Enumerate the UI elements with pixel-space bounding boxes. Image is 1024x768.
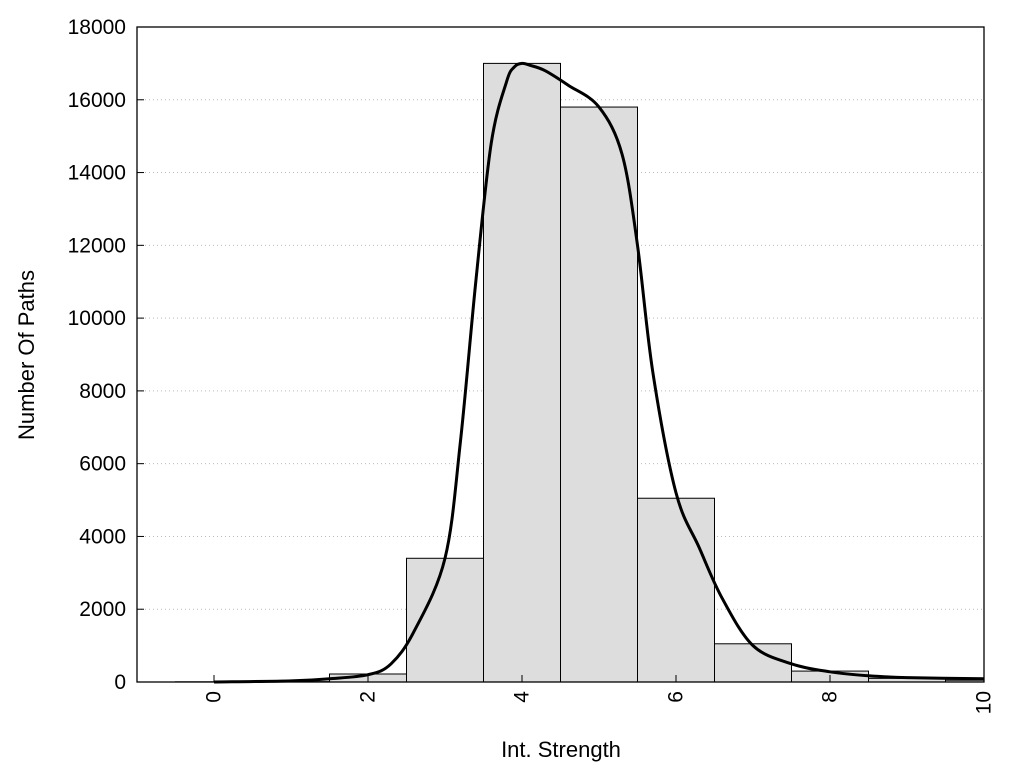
histogram-bar-3 bbox=[406, 557, 484, 683]
y-axis-title: Number Of Paths bbox=[14, 270, 39, 440]
x-tick-label-10: 10 bbox=[973, 691, 996, 714]
histogram-bar-4 bbox=[483, 62, 561, 683]
y-tick-label-18000: 18000 bbox=[68, 16, 126, 39]
histogram-bar-7 bbox=[714, 643, 792, 683]
y-tick-label-4000: 4000 bbox=[79, 525, 126, 548]
histogram-bar-5 bbox=[560, 106, 638, 683]
x-tick-label-6: 6 bbox=[665, 691, 688, 703]
curve-layer bbox=[213, 61, 985, 684]
y-tick-label-6000: 6000 bbox=[79, 453, 126, 476]
x-tick-label-4: 4 bbox=[511, 691, 534, 703]
histogram-bar-6 bbox=[637, 497, 715, 683]
y-tick-label-12000: 12000 bbox=[68, 234, 126, 257]
fitted-curve bbox=[213, 61, 985, 684]
y-tick-label-10000: 10000 bbox=[68, 307, 126, 330]
y-tick-label-16000: 16000 bbox=[68, 89, 126, 112]
plot-frame bbox=[136, 26, 985, 683]
y-tick-label-2000: 2000 bbox=[79, 598, 126, 621]
x-tick-label-8: 8 bbox=[819, 691, 842, 703]
x-tick-label-0: 0 bbox=[203, 691, 226, 703]
bar-layer bbox=[175, 62, 985, 683]
tick-layer bbox=[137, 26, 985, 683]
x-tick-label-2: 2 bbox=[357, 691, 380, 703]
x-axis-title: Int. Strength bbox=[501, 737, 621, 762]
label-layer: 0 2000 4000 6000 8000 10000 12000 14000 16000 180… bbox=[68, 16, 996, 714]
y-tick-label-0: 0 bbox=[114, 671, 126, 694]
y-tick-label-8000: 8000 bbox=[79, 380, 126, 403]
y-tick-label-14000: 14000 bbox=[68, 162, 126, 185]
